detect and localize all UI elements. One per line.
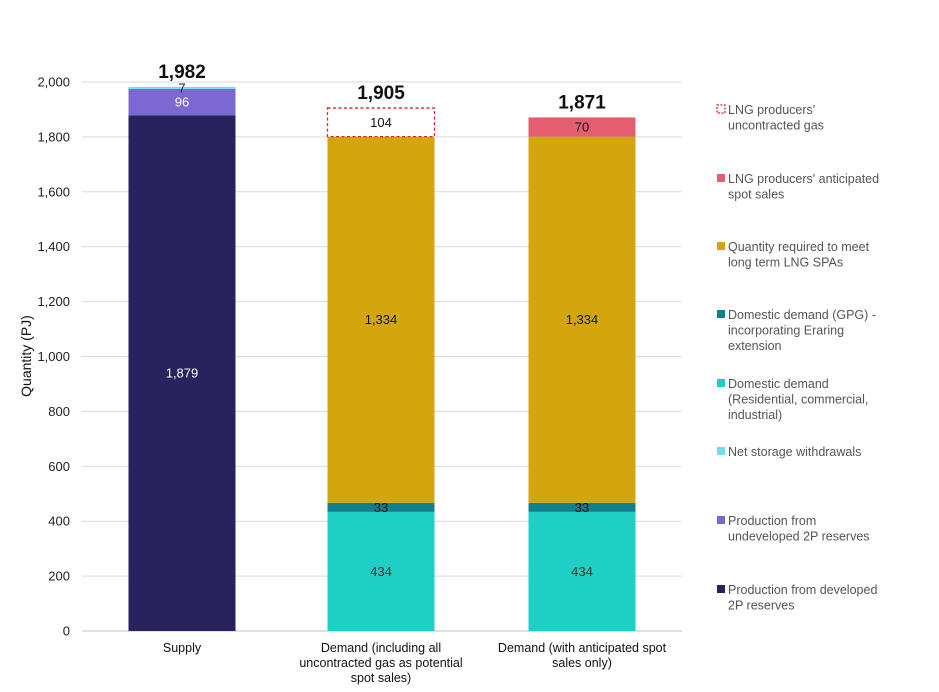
legend-label: Production from developed 2P reserves	[728, 583, 877, 613]
legend-item: Production from developed 2P reserves	[717, 583, 877, 613]
bar-segment	[327, 136, 435, 503]
y-tick-label: 2,000	[37, 75, 70, 90]
total-label: 1,982	[158, 62, 206, 83]
x-tick-label: Demand (including all uncontracted gas as…	[299, 641, 462, 685]
y-tick-label: 1,000	[37, 349, 70, 364]
legend-item: Domestic demand (GPG) -incorporating Era…	[717, 308, 876, 353]
x-axis: Supply Demand (including all uncontracted …	[163, 641, 667, 685]
data-label: 1,334	[365, 312, 398, 327]
x-tick-label: Demand (with anticipated spot sales only)	[498, 641, 667, 670]
data-label: 96	[175, 95, 189, 110]
total-label: 1,905	[357, 83, 405, 104]
legend-item: Quantity required to meet long term LNG S…	[717, 240, 870, 270]
bar-segment	[326, 107, 436, 138]
bars: 1,879 967 434 33 1,334 104 434 33 1,334 70	[128, 80, 636, 632]
bar-segment	[128, 88, 236, 116]
y-tick-label: 800	[48, 404, 70, 419]
data-label: 33	[374, 500, 388, 515]
legend-label: Quantity required to meet long term LNG S…	[728, 240, 870, 270]
legend-item: LNG producers' uncontracted gas	[716, 103, 824, 133]
legend-swatch	[717, 585, 725, 593]
legend-item: LNG producers' anticipated spot sales	[717, 172, 879, 202]
bar-segment	[528, 117, 636, 137]
data-label: 1,334	[566, 312, 599, 327]
legend-label: Domestic demand (GPG) -incorporating Era…	[728, 308, 876, 353]
data-label: 434	[370, 564, 392, 579]
legend-label: LNG producers' uncontracted gas	[728, 103, 824, 133]
total-label: 1,871	[558, 92, 606, 113]
y-tick-label: 0	[63, 624, 70, 639]
bar-segment	[128, 86, 236, 89]
y-tick-label: 600	[48, 459, 70, 474]
legend-swatch	[717, 379, 725, 387]
y-tick-label: 400	[48, 514, 70, 529]
bar-segment	[128, 115, 236, 632]
legend-label: Production from undeveloped 2P reserves	[728, 514, 870, 544]
y-tick-label: 1,800	[37, 129, 70, 144]
y-tick-label: 1,200	[37, 294, 70, 309]
y-tick-label: 1,600	[37, 184, 70, 199]
data-label: 70	[575, 120, 589, 135]
y-tick-label: 200	[48, 569, 70, 584]
legend-item: Net storage withdrawals	[717, 445, 861, 459]
legend-item: Production from undeveloped 2P reserves	[717, 514, 870, 544]
legend-label: Net storage withdrawals	[728, 445, 861, 459]
y-tick-label: 1,400	[37, 239, 70, 254]
bar-segment	[528, 502, 636, 512]
bar-segment	[327, 502, 435, 512]
bar-segment	[327, 511, 435, 631]
legend-label: Domestic demand (Residential, commercial,…	[728, 377, 868, 422]
y-axis: 0 200 400 600 800 1,000 1,200 1,400 1,600 1,800 2,…	[37, 75, 70, 639]
data-label: 33	[575, 500, 589, 515]
data-label: 7	[178, 80, 185, 95]
legend-label: LNG producers' anticipated spot sales	[728, 172, 879, 202]
legend-swatch	[716, 104, 726, 114]
x-tick-label: Supply	[163, 641, 202, 655]
legend-swatch	[717, 447, 725, 455]
legend-item: Domestic demand (Residential, commercial,…	[717, 377, 868, 422]
data-label: 104	[370, 115, 392, 130]
legend-swatch	[717, 242, 725, 250]
legend-swatch	[717, 516, 725, 524]
bar-segment	[528, 511, 636, 631]
legend: LNG producers' uncontracted gas LNG produc…	[716, 103, 879, 613]
bar-segment	[528, 136, 636, 503]
data-label: 434	[571, 564, 593, 579]
legend-swatch	[717, 310, 725, 318]
data-label: 1,879	[166, 366, 199, 381]
legend-swatch	[717, 174, 725, 182]
y-axis-label: Quantity (PJ)	[18, 315, 34, 397]
bar-totals: 1,982 1,905 1,871	[158, 62, 606, 113]
